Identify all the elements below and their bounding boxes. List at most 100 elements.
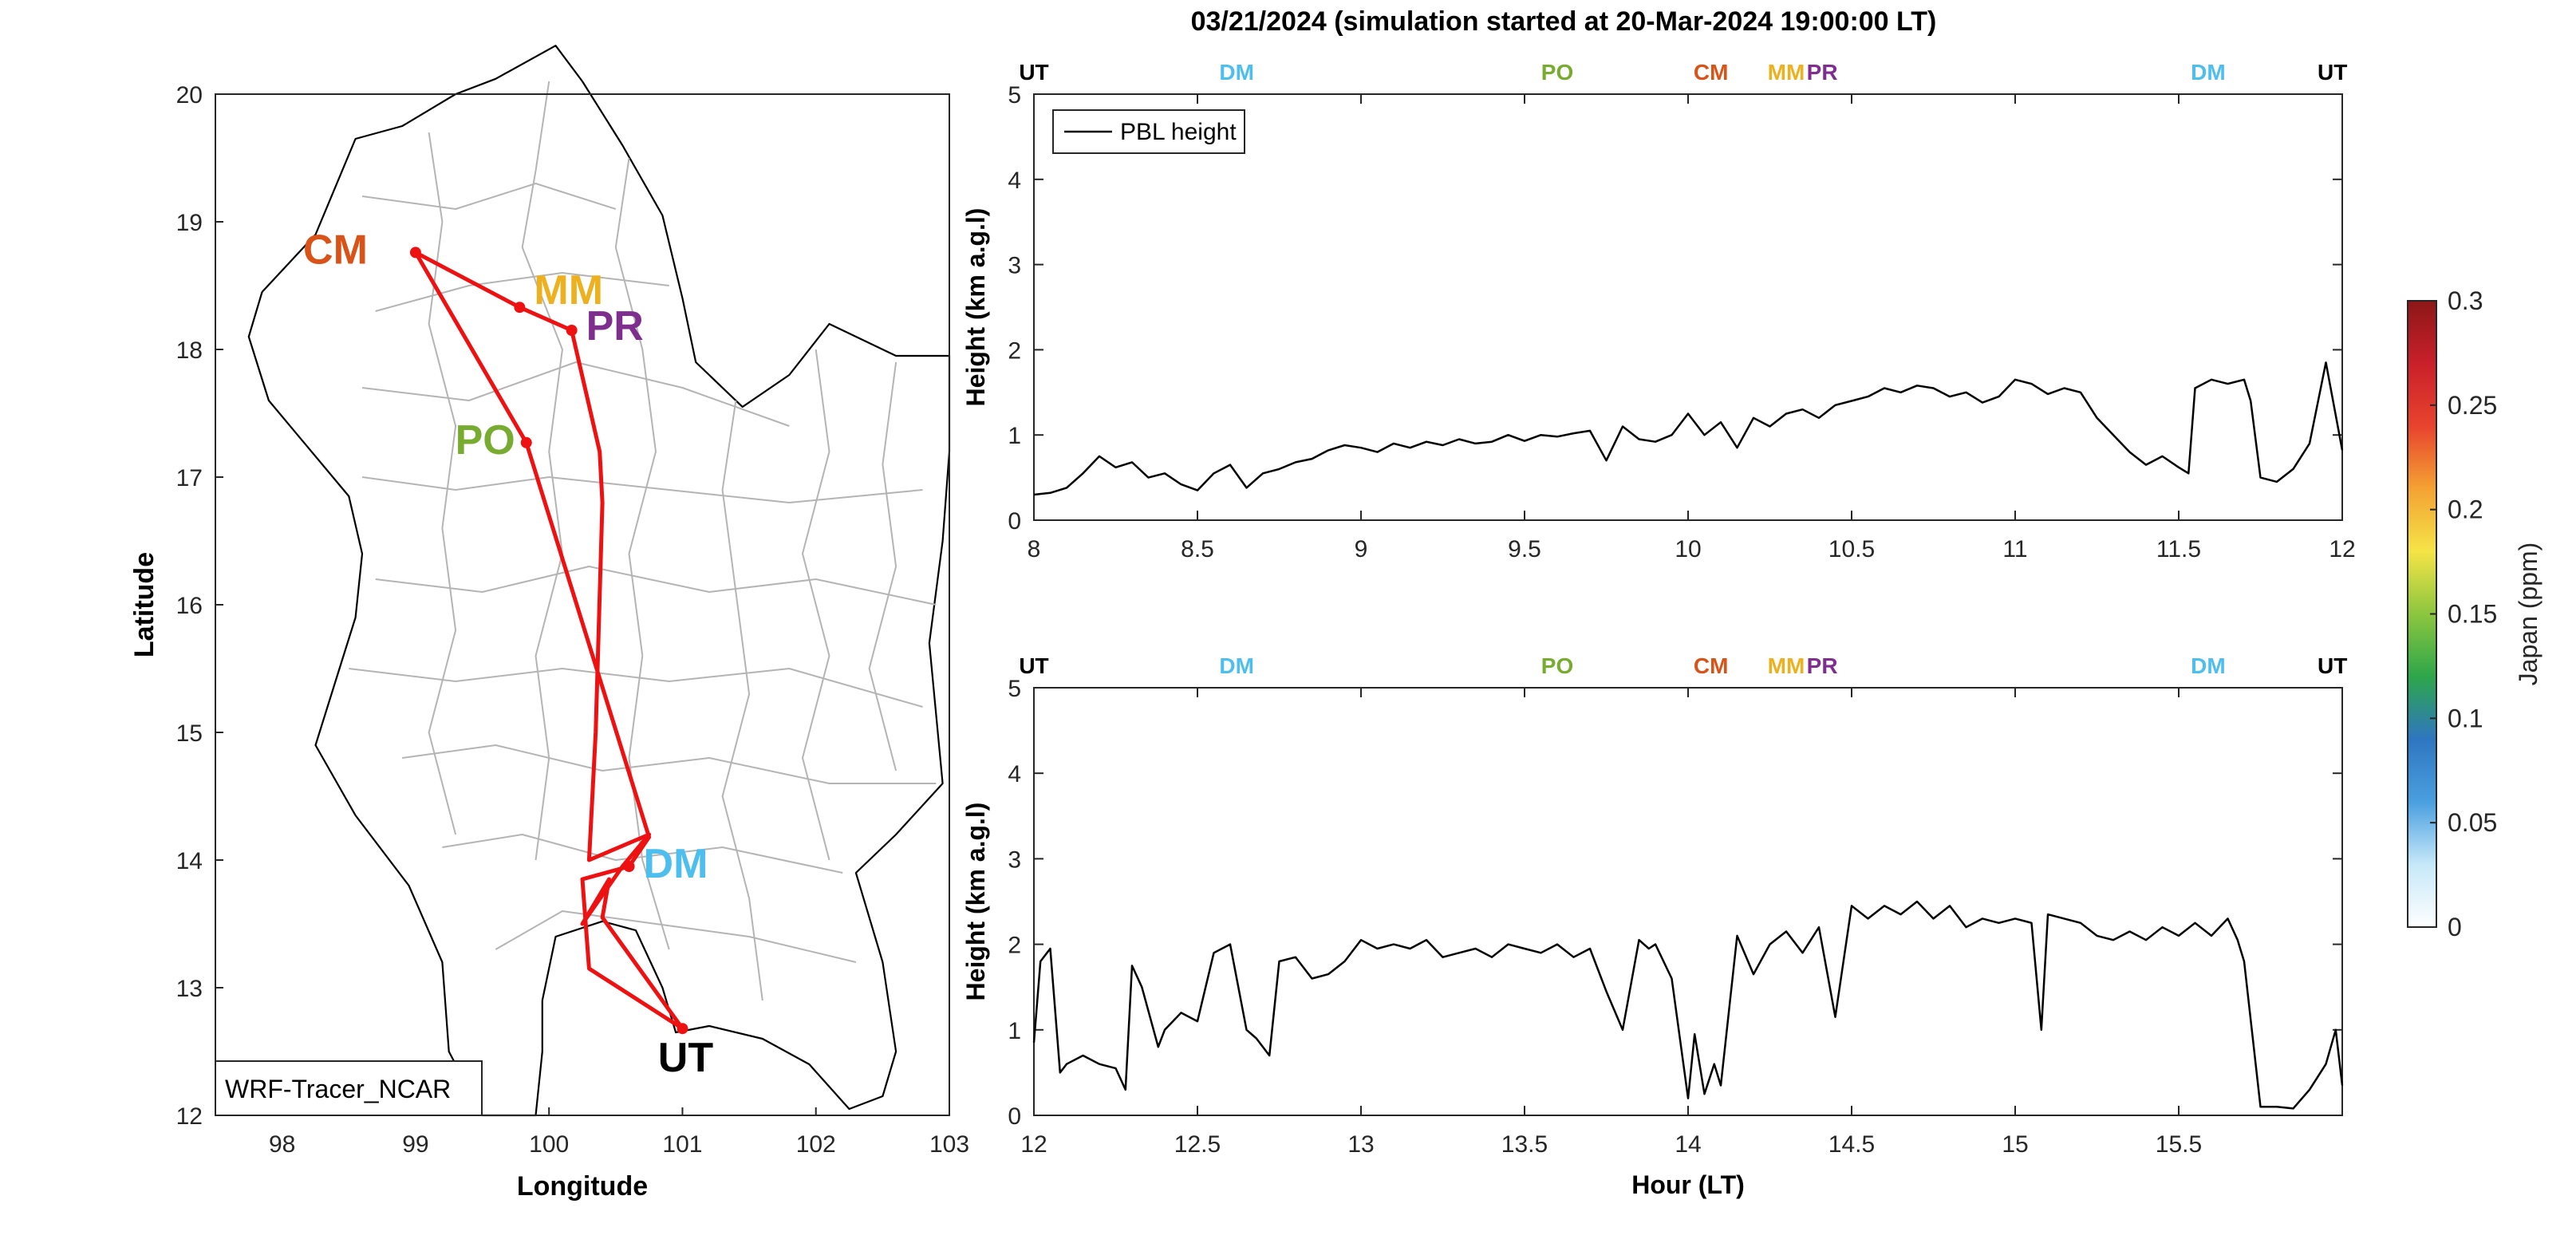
pbl-bottom-station-marker-po: PO bbox=[1541, 653, 1573, 678]
map-y-tick-label: 13 bbox=[176, 976, 203, 1002]
pbl-top-station-marker-ut: UT bbox=[1019, 60, 1048, 85]
colorbar-tick-label: 0.05 bbox=[2448, 808, 2497, 837]
route-map: 98 99 100 101 102 103 12 13 14 15 16 17 18 19 20 Longit… bbox=[129, 45, 969, 1202]
pbl-bottom-x-tick-label: 12 bbox=[1020, 1131, 1047, 1158]
map-x-tick-label: 101 bbox=[662, 1131, 702, 1158]
province-boundary bbox=[361, 183, 617, 210]
pbl-bottom-station-marker-ut: UT bbox=[1019, 653, 1048, 678]
pbl-bottom-y-tick-label: 3 bbox=[1008, 846, 1021, 873]
map-x-tick-label: 99 bbox=[402, 1131, 428, 1158]
pbl-top-station-marker-pr: PR bbox=[1807, 60, 1838, 85]
colorbar-tick-label: 0.25 bbox=[2448, 391, 2497, 420]
map-y-tick-label: 18 bbox=[176, 337, 203, 364]
pbl-top-series-line bbox=[1033, 361, 2344, 496]
pbl-top-x-tick-label: 9.5 bbox=[1508, 536, 1541, 562]
province-boundary bbox=[868, 361, 897, 771]
province-boundary bbox=[349, 668, 923, 708]
map-x-tick-label: 98 bbox=[269, 1131, 295, 1158]
province-boundary bbox=[521, 81, 563, 861]
colorbar-tick-label: 0.2 bbox=[2448, 495, 2483, 524]
pbl-top-x-tick-label: 10.5 bbox=[1828, 536, 1875, 562]
province-boundary bbox=[802, 349, 830, 861]
pbl-bottom-station-marker-dm: DM bbox=[1219, 653, 1254, 678]
pbl-top-station-marker-dm: DM bbox=[1219, 60, 1254, 85]
colorbar-tick-label: 0 bbox=[2448, 913, 2462, 941]
pbl-bottom-y-tick-label: 5 bbox=[1008, 676, 1021, 702]
station-marker-cm bbox=[409, 247, 421, 258]
pbl-top-x-tick-label: 10 bbox=[1675, 536, 1701, 562]
pbl-top-y-tick-label: 2 bbox=[1008, 337, 1021, 364]
map-x-tick-label: 103 bbox=[929, 1131, 969, 1158]
pbl-top-station-marker-cm: CM bbox=[1694, 60, 1729, 85]
pbl-top-legend-label: PBL height bbox=[1120, 119, 1237, 145]
province-boundary bbox=[442, 834, 843, 874]
pbl-bottom-station-marker-dm: DM bbox=[2191, 653, 2226, 678]
pbl-bottom-x-axis-label: Hour (LT) bbox=[1631, 1170, 1745, 1199]
pbl-top-x-tick-label: 11.5 bbox=[2156, 536, 2201, 562]
pbl-top-station-marker-po: PO bbox=[1541, 60, 1573, 85]
pbl-bottom-y-axis-label: Height (km a.g.l) bbox=[961, 803, 990, 1001]
pbl-top-y-tick-label: 1 bbox=[1008, 423, 1021, 449]
station-marker-dm bbox=[623, 861, 635, 872]
pbl-top-x-tick-label: 12 bbox=[2329, 536, 2355, 562]
map-y-axis-label: Latitude bbox=[129, 552, 160, 657]
pbl-bottom-x-tick-label: 15 bbox=[2002, 1131, 2028, 1158]
pbl-top-y-tick-label: 0 bbox=[1008, 508, 1021, 535]
colorbar-tick-label: 0.1 bbox=[2448, 704, 2483, 732]
pbl-top-y-tick-label: 5 bbox=[1008, 82, 1021, 109]
pbl-top-y-tick-label: 3 bbox=[1008, 253, 1021, 279]
station-marker-pr bbox=[566, 325, 578, 336]
figure-title: 03/21/2024 (simulation started at 20-Mar… bbox=[1191, 6, 1937, 37]
colorbar-tick-label: 0.15 bbox=[2448, 600, 2497, 629]
pbl-bottom-frame bbox=[1033, 687, 2343, 1116]
pbl-bottom-x-tick-label: 12.5 bbox=[1174, 1131, 1221, 1158]
pbl-bottom-x-tick-label: 14.5 bbox=[1828, 1131, 1875, 1158]
map-x-tick-label: 100 bbox=[529, 1131, 569, 1158]
pbl-bottom-station-marker-mm: MM bbox=[1768, 653, 1805, 678]
pbl-bottom-x-tick-label: 13.5 bbox=[1501, 1131, 1548, 1158]
pbl-bottom-station-marker-ut: UT bbox=[2318, 653, 2347, 678]
map-y-tick-label: 17 bbox=[176, 465, 203, 491]
pbl-top-x-tick-label: 8 bbox=[1028, 536, 1041, 562]
pbl-bottom-y-tick-label: 1 bbox=[1008, 1018, 1021, 1044]
province-boundary bbox=[361, 476, 923, 503]
station-label-mm: MM bbox=[534, 267, 603, 314]
pbl-top-y-axis-label: Height (km a.g.l) bbox=[961, 208, 990, 407]
station-marker-ut bbox=[677, 1023, 688, 1035]
map-x-tick-label: 102 bbox=[796, 1131, 836, 1158]
province-boundary bbox=[361, 361, 790, 427]
pbl-bottom-y-tick-label: 0 bbox=[1008, 1103, 1021, 1130]
pbl-top-y-tick-label: 4 bbox=[1008, 168, 1021, 194]
annotation-box bbox=[215, 1060, 483, 1116]
country-border bbox=[247, 45, 951, 1117]
colorbar-label: Japan (ppm) bbox=[2514, 543, 2542, 686]
pbl-top-station-marker-dm: DM bbox=[2191, 60, 2226, 85]
map-y-tick-label: 14 bbox=[176, 848, 203, 874]
map-y-tick-label: 15 bbox=[176, 720, 203, 747]
station-marker-po bbox=[520, 436, 532, 448]
map-y-tick-label: 16 bbox=[176, 593, 203, 619]
map-y-tick-label: 12 bbox=[176, 1103, 203, 1130]
route-line bbox=[413, 250, 684, 1031]
station-label-po: PO bbox=[456, 417, 515, 464]
station-marker-mm bbox=[514, 302, 526, 314]
pbl-bottom-y-tick-label: 4 bbox=[1008, 761, 1021, 787]
pbl-top-frame bbox=[1033, 93, 2343, 521]
province-boundary bbox=[375, 272, 669, 312]
pbl-bottom-station-marker-cm: CM bbox=[1694, 653, 1729, 678]
province-boundary bbox=[495, 910, 857, 963]
pbl-top-station-marker-ut: UT bbox=[2318, 60, 2347, 85]
pbl-top-x-tick-label: 9 bbox=[1355, 536, 1368, 562]
pbl-bottom-station-marker-pr: PR bbox=[1807, 653, 1838, 678]
annotation-text: WRF-Tracer_NCAR bbox=[225, 1075, 451, 1103]
pbl-bottom-x-tick-label: 14 bbox=[1675, 1131, 1701, 1158]
pbl-bottom-x-tick-label: 15.5 bbox=[2156, 1131, 2202, 1158]
station-label-cm: CM bbox=[303, 227, 368, 273]
pbl-top-station-marker-mm: MM bbox=[1768, 60, 1805, 85]
province-boundary bbox=[614, 157, 670, 950]
pbl-bottom-series-line bbox=[1032, 900, 2344, 1110]
province-boundary bbox=[402, 744, 937, 784]
